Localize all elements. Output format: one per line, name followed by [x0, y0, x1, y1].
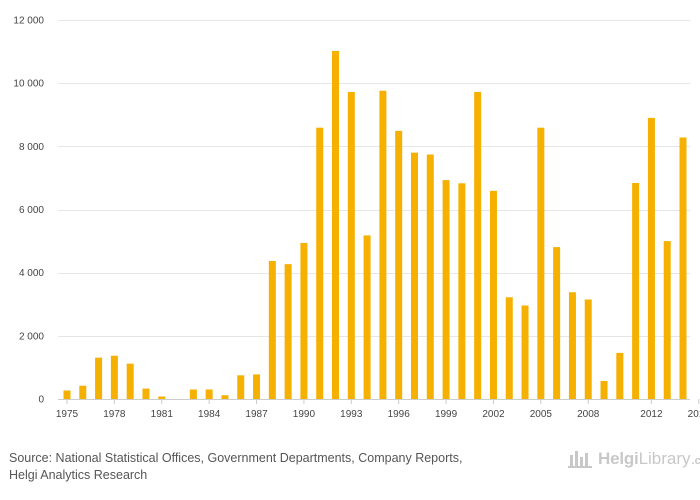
- bar: [205, 389, 213, 399]
- x-tick-label: 2002: [482, 409, 505, 420]
- bar: [647, 117, 655, 399]
- bar: [505, 297, 513, 399]
- bar: [79, 385, 87, 399]
- helgi-library-logo-icon: [568, 451, 592, 468]
- bar-series: [63, 50, 687, 400]
- bar: [553, 247, 561, 399]
- bar: [253, 374, 261, 399]
- bar: [521, 305, 529, 399]
- x-tick-label: 1978: [103, 409, 126, 420]
- y-tick-label: 12 000: [13, 16, 44, 27]
- bar: [584, 299, 592, 399]
- x-tick-label: 2015: [688, 409, 700, 420]
- bar: [284, 264, 292, 399]
- bar: [363, 235, 371, 399]
- x-tick-label: 2012: [640, 409, 663, 420]
- bar: [332, 50, 340, 399]
- bar: [237, 375, 245, 399]
- logo-suffix: .com: [691, 454, 700, 467]
- x-tick-label: 1999: [435, 409, 458, 420]
- bar: [632, 182, 640, 399]
- x-tick-label: 1984: [198, 409, 221, 420]
- bar: [63, 390, 71, 399]
- bar: [616, 352, 624, 399]
- x-tick-label: 1987: [245, 409, 268, 420]
- x-tick-label: 1975: [56, 409, 79, 420]
- bar: [158, 396, 166, 399]
- bar: [679, 137, 687, 400]
- y-tick-label: 10 000: [13, 79, 44, 90]
- x-tick-label: 2008: [577, 409, 600, 420]
- bar: [458, 183, 466, 399]
- y-tick-label: 0: [38, 395, 44, 406]
- bar: [410, 152, 418, 399]
- bar: [600, 381, 608, 399]
- bar: [110, 355, 118, 399]
- y-axis-tick-labels: 0 2 000 4 000 6 000 8 000 10 000 12 000: [13, 16, 44, 406]
- bar: [268, 260, 276, 399]
- bar: [379, 90, 387, 399]
- source-note: Source: National Statistical Offices, Go…: [9, 450, 549, 484]
- gridlines: [58, 20, 690, 337]
- x-tick-label: 1990: [293, 409, 316, 420]
- bar: [95, 357, 103, 399]
- bar: [395, 130, 403, 400]
- bar: [126, 363, 134, 399]
- bar: [189, 389, 197, 399]
- bar: [489, 190, 497, 399]
- bar: [568, 292, 576, 399]
- x-tick-label: 2005: [530, 409, 553, 420]
- bar: [426, 154, 434, 399]
- bar: [300, 242, 308, 399]
- x-tick-label: 1996: [388, 409, 411, 420]
- bar: [663, 241, 671, 399]
- bar: [442, 180, 450, 399]
- x-tick-label: 1981: [151, 409, 174, 420]
- bar: [347, 92, 355, 399]
- y-tick-label: 4 000: [19, 268, 44, 279]
- y-tick-label: 2 000: [19, 331, 44, 342]
- logo-name-bold: Helgi: [598, 449, 639, 468]
- logo-name-rest: Library: [638, 449, 691, 468]
- y-tick-label: 8 000: [19, 142, 44, 153]
- source-line-2: Helgi Analytics Research: [9, 468, 148, 482]
- y-tick-label: 6 000: [19, 205, 44, 216]
- bar: [474, 92, 482, 399]
- x-axis-tick-labels: 1975 1978 1981 1984 1987 1990 1993 1996 1999 2002…: [56, 399, 700, 420]
- source-line-1: Source: National Statistical Offices, Go…: [9, 451, 463, 465]
- bar: [142, 388, 150, 399]
- bar: [537, 127, 545, 399]
- x-tick-label: 1993: [340, 409, 363, 420]
- helgi-library-logo[interactable]: Helgi Library .com: [568, 449, 700, 469]
- bar: [316, 127, 324, 399]
- bar: [221, 395, 229, 399]
